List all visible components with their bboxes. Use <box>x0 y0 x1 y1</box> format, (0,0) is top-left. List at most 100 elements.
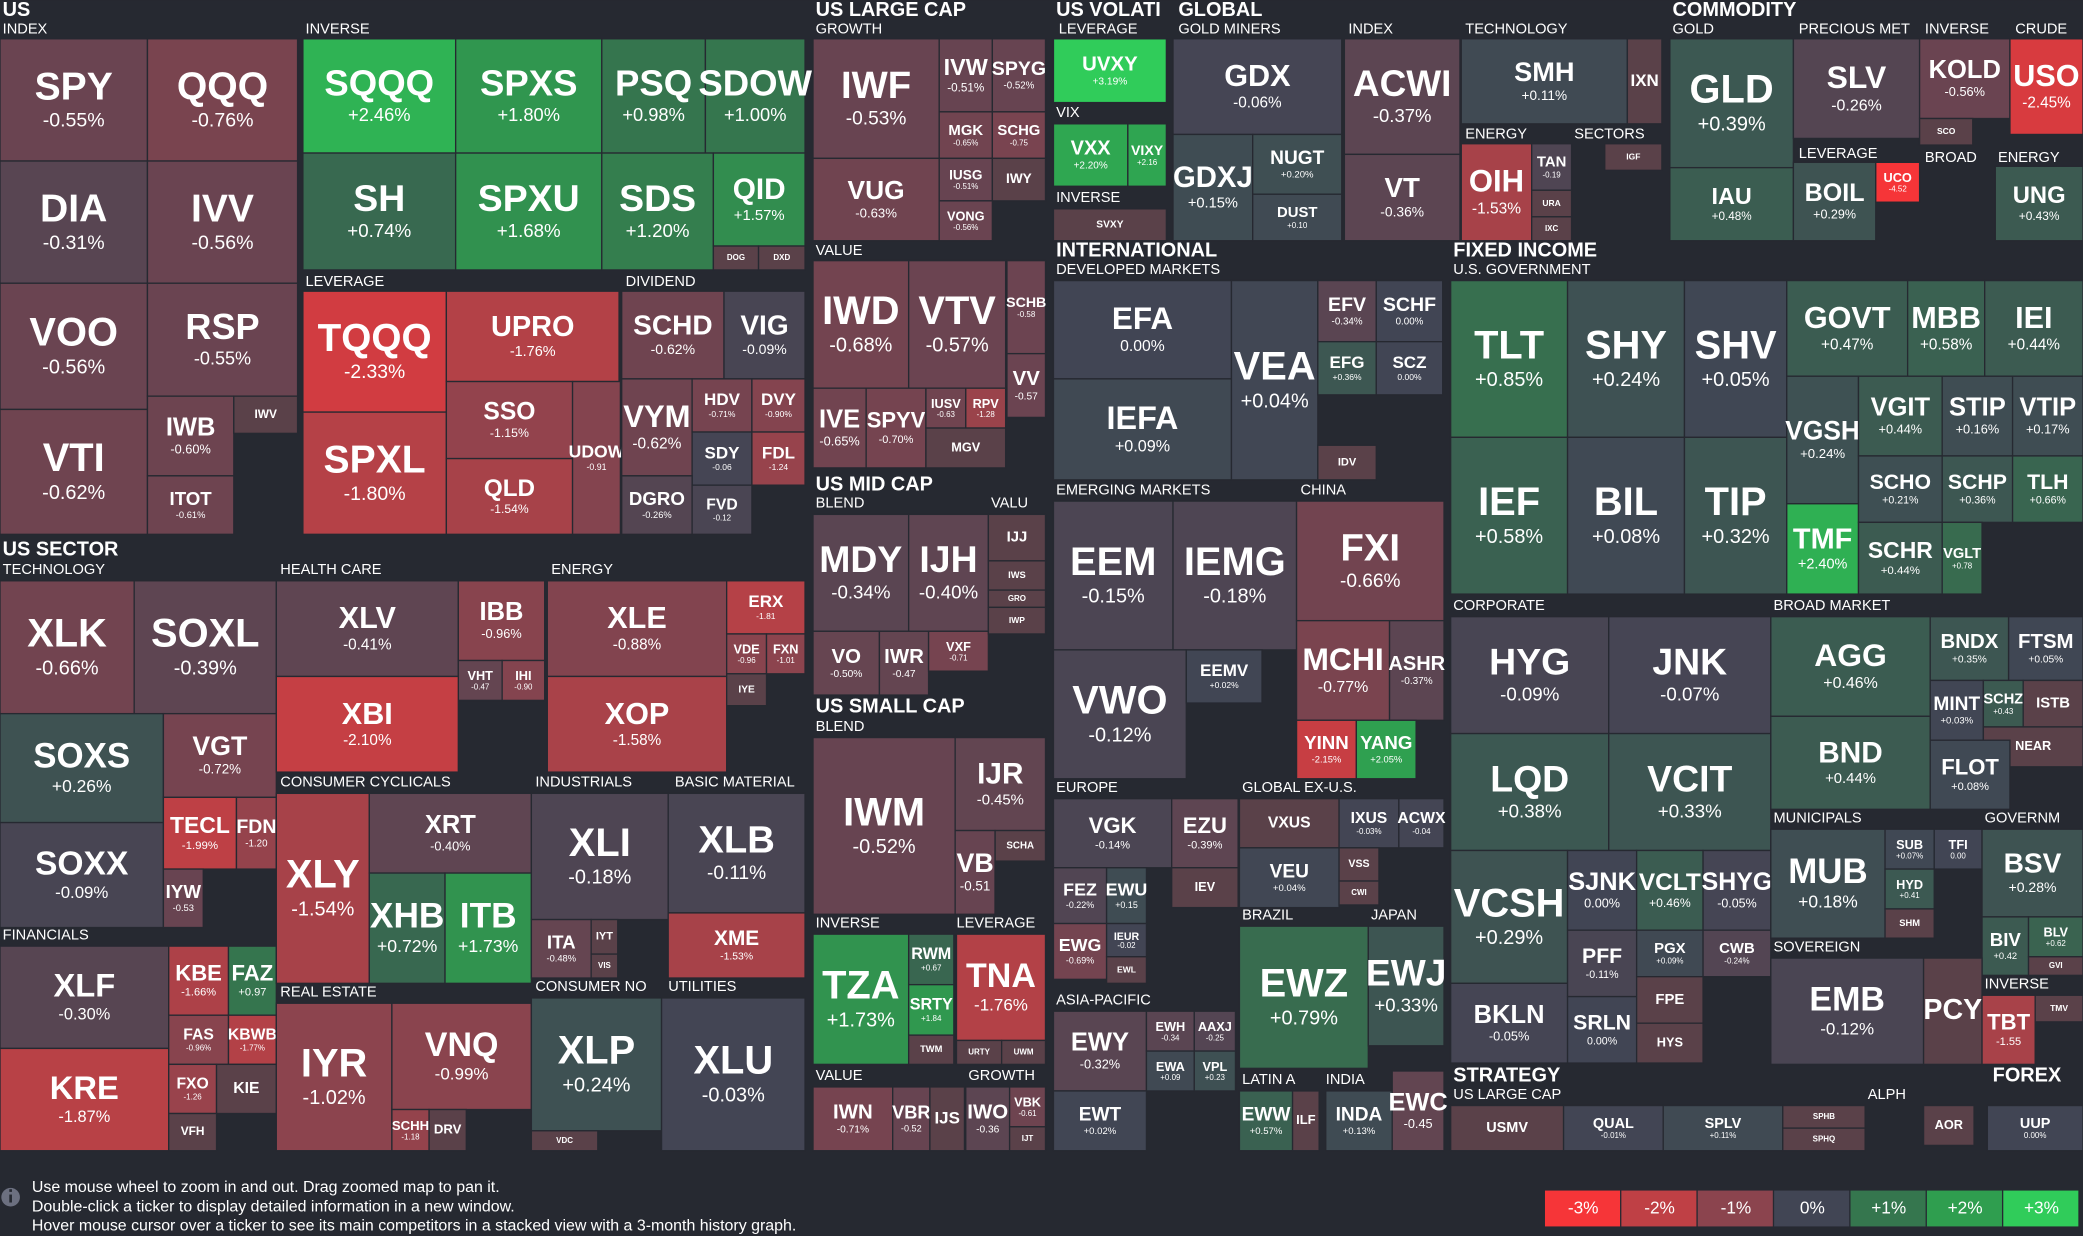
ticker: FAS <box>183 1027 214 1044</box>
tile <box>1531 189 1573 218</box>
ticker: VB <box>956 848 993 878</box>
ticker: MBB <box>1911 301 1981 335</box>
tile <box>1792 38 1921 140</box>
change: +0.09 <box>1160 1073 1181 1082</box>
ticker: EWU <box>1106 879 1148 899</box>
ticker: QQQ <box>177 65 268 108</box>
change: +0.11% <box>1710 1131 1737 1140</box>
ticker: FEZ <box>1063 879 1097 899</box>
ticker: NUGT <box>1270 148 1324 169</box>
ticker: IYW <box>166 881 202 902</box>
change: -2.15% <box>1312 754 1342 764</box>
change: -1.26 <box>184 1093 203 1102</box>
change: +0.10 <box>1287 221 1308 230</box>
ticker: URA <box>1542 198 1560 208</box>
ticker: KOLD <box>1929 56 2001 84</box>
change: -0.63% <box>855 206 897 221</box>
change: -0.57 <box>1015 391 1039 402</box>
change: -0.51 <box>960 879 991 894</box>
ticker: EFA <box>1112 301 1173 336</box>
group-label: BLEND <box>816 719 865 735</box>
footer-note: Hover mouse cursor over a ticker to see … <box>32 1218 796 1235</box>
group-label: INDUSTRIALS <box>535 775 632 791</box>
ticker: VXF <box>946 639 971 654</box>
tile <box>765 633 806 675</box>
ticker: MCHI <box>1302 641 1383 677</box>
tile <box>1635 929 1704 978</box>
legend-label: -3% <box>1568 1198 1599 1218</box>
tile <box>938 200 994 242</box>
section-title: GLOBAL <box>1178 0 1262 21</box>
change: -0.56% <box>953 223 978 232</box>
ticker: TFI <box>1949 837 1968 852</box>
change: -1.76% <box>974 995 1028 1014</box>
tile <box>1770 828 1886 939</box>
ticker: VGLT <box>1943 546 1981 562</box>
ticker: HYG <box>1489 641 1570 683</box>
change: -0.52 <box>901 1123 922 1133</box>
change: -1.77% <box>240 1044 265 1053</box>
ticker: TZA <box>822 964 899 1008</box>
tile <box>812 1086 894 1152</box>
ticker: ITA <box>547 931 576 952</box>
tile <box>925 387 967 429</box>
ticker: SCHA <box>1006 840 1034 851</box>
ticker: ILF <box>1296 1112 1316 1127</box>
ticker: GLD <box>1690 68 1774 112</box>
change: -1.80% <box>344 483 406 505</box>
tile <box>1172 38 1343 136</box>
group-label: INDEX <box>3 21 48 37</box>
tile <box>691 378 753 433</box>
ticker: XME <box>714 927 759 950</box>
section-title: INTERNATIONAL <box>1056 240 1217 262</box>
ticker: XHB <box>370 897 444 936</box>
tile <box>907 1034 955 1066</box>
change: +0.42 <box>1993 951 2017 961</box>
change: -0.34% <box>831 581 890 602</box>
change: +0.11% <box>1522 88 1567 103</box>
change: +1.57% <box>734 208 785 224</box>
ticker: EEM <box>1070 540 1156 584</box>
ticker: DGRO <box>629 488 685 509</box>
ticker: EWC <box>1389 1088 1448 1116</box>
ticker: FAZ <box>232 960 274 985</box>
legend-label: +2% <box>1948 1198 1983 1218</box>
group-label: SOVEREIGN <box>1773 939 1860 955</box>
group-label: BROAD MARKET <box>1773 598 1890 614</box>
ticker: EWZ <box>1260 962 1349 1006</box>
ticker: IXC <box>1545 224 1559 233</box>
group-label: MUNICIPALS <box>1773 810 1861 826</box>
ticker: VGIT <box>1871 394 1931 422</box>
change: +1.20% <box>626 220 690 241</box>
ticker: DUST <box>1277 205 1317 221</box>
ticker: VGK <box>1089 813 1137 838</box>
ticker: FLOT <box>1941 754 1999 779</box>
tile <box>0 1047 170 1152</box>
change: +0.36% <box>1959 495 1996 507</box>
tile <box>757 245 806 271</box>
ticker: SPYG <box>992 58 1046 80</box>
tile <box>391 1108 430 1152</box>
change: +0.24% <box>562 1075 630 1097</box>
ticker: XOP <box>605 697 670 731</box>
group-label: LATIN A <box>1242 1072 1296 1088</box>
ticker: IXUS <box>1351 810 1388 827</box>
change: -0.99% <box>435 1065 489 1084</box>
change: -0.61 <box>1018 1109 1037 1118</box>
tile <box>168 1014 230 1066</box>
change: -0.04 <box>1412 827 1431 836</box>
group-label: INDEX <box>1348 21 1393 37</box>
ticker: ASHR <box>1388 653 1445 675</box>
tile <box>146 38 299 162</box>
tile <box>227 945 277 1016</box>
group-label: GOVERNM <box>1985 810 2061 826</box>
tile <box>1127 123 1168 187</box>
tile <box>865 387 927 469</box>
ticker: AOR <box>1935 1117 1963 1132</box>
ticker: SRLN <box>1573 1010 1631 1034</box>
tile <box>1338 880 1380 906</box>
ticker: OIH <box>1469 164 1524 199</box>
tile <box>1782 1127 1866 1152</box>
ticker: STIP <box>1949 394 2006 422</box>
change: -0.65% <box>819 433 859 448</box>
